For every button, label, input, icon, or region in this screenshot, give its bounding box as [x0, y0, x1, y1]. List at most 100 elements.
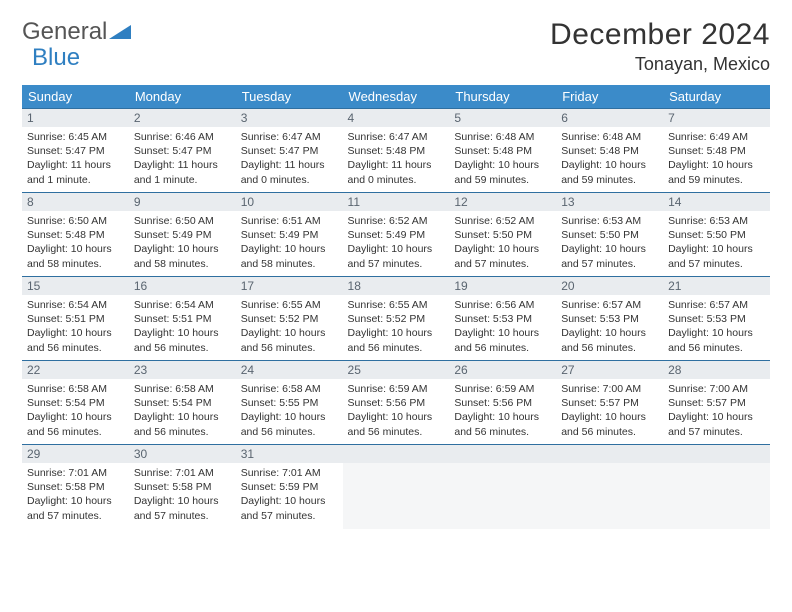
day-details: Sunrise: 6:55 AMSunset: 5:52 PMDaylight:… — [236, 295, 343, 359]
logo-text-2: Blue — [32, 44, 80, 72]
day-number: 8 — [22, 193, 129, 211]
day-details: Sunrise: 6:50 AMSunset: 5:48 PMDaylight:… — [22, 211, 129, 275]
calendar-cell — [556, 445, 663, 529]
calendar-cell: 9Sunrise: 6:50 AMSunset: 5:49 PMDaylight… — [129, 193, 236, 277]
calendar-cell — [343, 445, 450, 529]
day-details: Sunrise: 6:55 AMSunset: 5:52 PMDaylight:… — [343, 295, 450, 359]
day-details: Sunrise: 6:48 AMSunset: 5:48 PMDaylight:… — [449, 127, 556, 191]
day-details: Sunrise: 6:52 AMSunset: 5:49 PMDaylight:… — [343, 211, 450, 275]
page-title: December 2024 — [550, 18, 770, 52]
day-number: 16 — [129, 277, 236, 295]
day-details: Sunrise: 6:57 AMSunset: 5:53 PMDaylight:… — [556, 295, 663, 359]
calendar-cell: 12Sunrise: 6:52 AMSunset: 5:50 PMDayligh… — [449, 193, 556, 277]
day-details: Sunrise: 6:59 AMSunset: 5:56 PMDaylight:… — [449, 379, 556, 443]
calendar-cell: 23Sunrise: 6:58 AMSunset: 5:54 PMDayligh… — [129, 361, 236, 445]
weekday-header: Monday — [129, 85, 236, 109]
calendar-cell — [663, 445, 770, 529]
day-details: Sunrise: 6:51 AMSunset: 5:49 PMDaylight:… — [236, 211, 343, 275]
calendar-cell: 30Sunrise: 7:01 AMSunset: 5:58 PMDayligh… — [129, 445, 236, 529]
calendar-cell: 14Sunrise: 6:53 AMSunset: 5:50 PMDayligh… — [663, 193, 770, 277]
day-number: 22 — [22, 361, 129, 379]
day-number: 15 — [22, 277, 129, 295]
day-number: 3 — [236, 109, 343, 127]
day-number: 20 — [556, 277, 663, 295]
calendar-cell: 20Sunrise: 6:57 AMSunset: 5:53 PMDayligh… — [556, 277, 663, 361]
empty-day — [449, 445, 556, 463]
calendar-row: 15Sunrise: 6:54 AMSunset: 5:51 PMDayligh… — [22, 277, 770, 361]
day-details: Sunrise: 6:54 AMSunset: 5:51 PMDaylight:… — [22, 295, 129, 359]
title-block: December 2024 Tonayan, Mexico — [550, 18, 770, 75]
weekday-header: Friday — [556, 85, 663, 109]
day-number: 14 — [663, 193, 770, 211]
day-details: Sunrise: 6:48 AMSunset: 5:48 PMDaylight:… — [556, 127, 663, 191]
calendar-row: 22Sunrise: 6:58 AMSunset: 5:54 PMDayligh… — [22, 361, 770, 445]
calendar-table: SundayMondayTuesdayWednesdayThursdayFrid… — [22, 85, 770, 529]
day-number: 27 — [556, 361, 663, 379]
day-details: Sunrise: 6:57 AMSunset: 5:53 PMDaylight:… — [663, 295, 770, 359]
calendar-cell: 2Sunrise: 6:46 AMSunset: 5:47 PMDaylight… — [129, 109, 236, 193]
weekday-header-row: SundayMondayTuesdayWednesdayThursdayFrid… — [22, 85, 770, 109]
day-number: 30 — [129, 445, 236, 463]
logo: General — [22, 18, 131, 46]
day-details: Sunrise: 6:59 AMSunset: 5:56 PMDaylight:… — [343, 379, 450, 443]
logo-text-1: General — [22, 18, 107, 46]
day-number: 11 — [343, 193, 450, 211]
calendar-cell: 18Sunrise: 6:55 AMSunset: 5:52 PMDayligh… — [343, 277, 450, 361]
day-number: 10 — [236, 193, 343, 211]
calendar-body: 1Sunrise: 6:45 AMSunset: 5:47 PMDaylight… — [22, 109, 770, 529]
day-number: 29 — [22, 445, 129, 463]
calendar-cell: 28Sunrise: 7:00 AMSunset: 5:57 PMDayligh… — [663, 361, 770, 445]
calendar-row: 1Sunrise: 6:45 AMSunset: 5:47 PMDaylight… — [22, 109, 770, 193]
calendar-cell: 4Sunrise: 6:47 AMSunset: 5:48 PMDaylight… — [343, 109, 450, 193]
day-number: 7 — [663, 109, 770, 127]
day-details: Sunrise: 7:00 AMSunset: 5:57 PMDaylight:… — [556, 379, 663, 443]
calendar-cell: 31Sunrise: 7:01 AMSunset: 5:59 PMDayligh… — [236, 445, 343, 529]
calendar-cell: 6Sunrise: 6:48 AMSunset: 5:48 PMDaylight… — [556, 109, 663, 193]
calendar-cell: 26Sunrise: 6:59 AMSunset: 5:56 PMDayligh… — [449, 361, 556, 445]
day-details: Sunrise: 6:49 AMSunset: 5:48 PMDaylight:… — [663, 127, 770, 191]
day-number: 28 — [663, 361, 770, 379]
empty-day — [343, 445, 450, 463]
calendar-row: 8Sunrise: 6:50 AMSunset: 5:48 PMDaylight… — [22, 193, 770, 277]
calendar-cell: 8Sunrise: 6:50 AMSunset: 5:48 PMDaylight… — [22, 193, 129, 277]
empty-day — [556, 445, 663, 463]
calendar-cell: 17Sunrise: 6:55 AMSunset: 5:52 PMDayligh… — [236, 277, 343, 361]
calendar-cell: 11Sunrise: 6:52 AMSunset: 5:49 PMDayligh… — [343, 193, 450, 277]
calendar-cell: 21Sunrise: 6:57 AMSunset: 5:53 PMDayligh… — [663, 277, 770, 361]
day-details: Sunrise: 6:46 AMSunset: 5:47 PMDaylight:… — [129, 127, 236, 191]
day-number: 12 — [449, 193, 556, 211]
calendar-row: 29Sunrise: 7:01 AMSunset: 5:58 PMDayligh… — [22, 445, 770, 529]
day-number: 9 — [129, 193, 236, 211]
day-details: Sunrise: 6:54 AMSunset: 5:51 PMDaylight:… — [129, 295, 236, 359]
day-number: 17 — [236, 277, 343, 295]
day-details: Sunrise: 6:47 AMSunset: 5:48 PMDaylight:… — [343, 127, 450, 191]
day-details: Sunrise: 6:47 AMSunset: 5:47 PMDaylight:… — [236, 127, 343, 191]
calendar-cell: 13Sunrise: 6:53 AMSunset: 5:50 PMDayligh… — [556, 193, 663, 277]
day-details: Sunrise: 7:01 AMSunset: 5:59 PMDaylight:… — [236, 463, 343, 527]
calendar-cell: 27Sunrise: 7:00 AMSunset: 5:57 PMDayligh… — [556, 361, 663, 445]
day-number: 18 — [343, 277, 450, 295]
day-details: Sunrise: 6:58 AMSunset: 5:55 PMDaylight:… — [236, 379, 343, 443]
calendar-cell: 22Sunrise: 6:58 AMSunset: 5:54 PMDayligh… — [22, 361, 129, 445]
logo-triangle-icon — [109, 23, 131, 41]
calendar-cell: 10Sunrise: 6:51 AMSunset: 5:49 PMDayligh… — [236, 193, 343, 277]
day-details: Sunrise: 6:45 AMSunset: 5:47 PMDaylight:… — [22, 127, 129, 191]
day-details: Sunrise: 7:00 AMSunset: 5:57 PMDaylight:… — [663, 379, 770, 443]
day-details: Sunrise: 6:58 AMSunset: 5:54 PMDaylight:… — [129, 379, 236, 443]
calendar-cell: 15Sunrise: 6:54 AMSunset: 5:51 PMDayligh… — [22, 277, 129, 361]
day-number: 2 — [129, 109, 236, 127]
calendar-cell: 19Sunrise: 6:56 AMSunset: 5:53 PMDayligh… — [449, 277, 556, 361]
calendar-cell: 24Sunrise: 6:58 AMSunset: 5:55 PMDayligh… — [236, 361, 343, 445]
weekday-header: Sunday — [22, 85, 129, 109]
day-number: 21 — [663, 277, 770, 295]
day-details: Sunrise: 6:53 AMSunset: 5:50 PMDaylight:… — [663, 211, 770, 275]
day-number: 24 — [236, 361, 343, 379]
day-details: Sunrise: 6:56 AMSunset: 5:53 PMDaylight:… — [449, 295, 556, 359]
day-number: 13 — [556, 193, 663, 211]
calendar-cell: 16Sunrise: 6:54 AMSunset: 5:51 PMDayligh… — [129, 277, 236, 361]
header: General December 2024 Tonayan, Mexico — [22, 18, 770, 75]
calendar-cell: 29Sunrise: 7:01 AMSunset: 5:58 PMDayligh… — [22, 445, 129, 529]
calendar-cell: 1Sunrise: 6:45 AMSunset: 5:47 PMDaylight… — [22, 109, 129, 193]
day-number: 26 — [449, 361, 556, 379]
day-number: 19 — [449, 277, 556, 295]
